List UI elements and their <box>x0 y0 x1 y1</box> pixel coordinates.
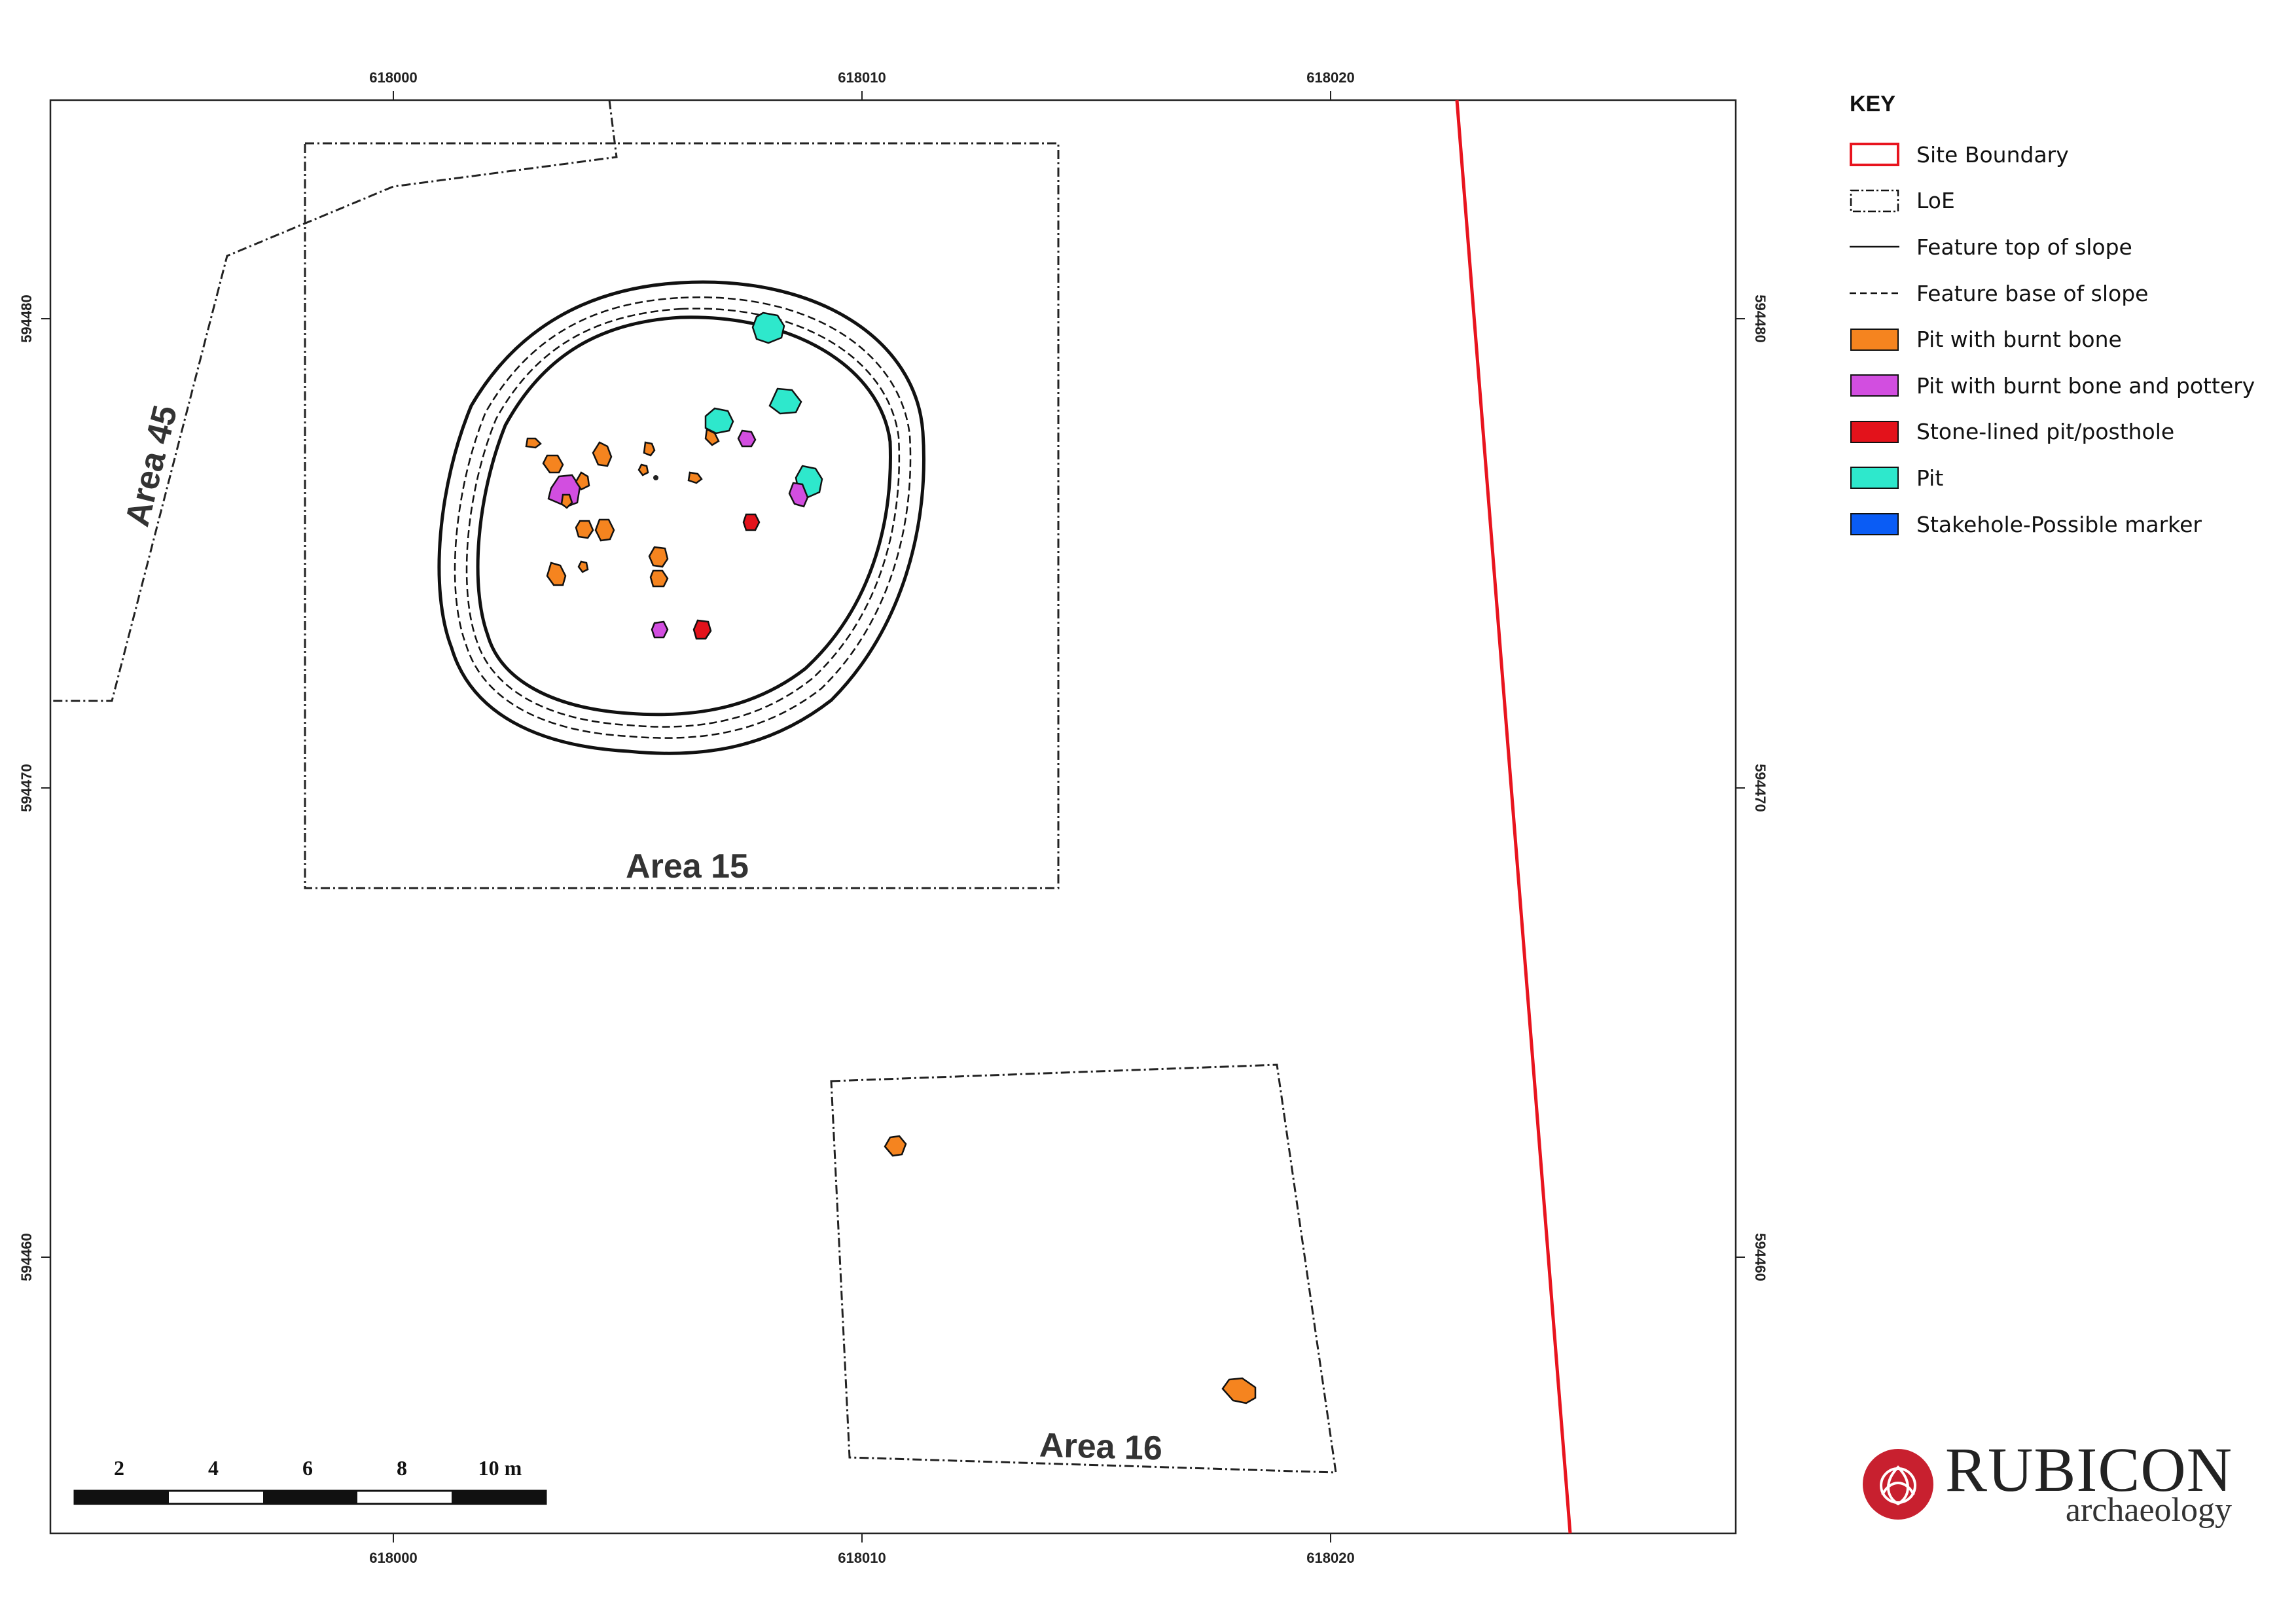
y-tick-left-2: 594470 <box>18 764 35 812</box>
pit-burnt-bone-pottery-feature <box>737 429 757 448</box>
stakehole-feature <box>653 475 658 480</box>
key-title: KEY <box>1850 92 1895 116</box>
rubicon-logo: RUBICON archaeology <box>1863 1438 2236 1543</box>
pit-burnt-bone-feature <box>643 441 656 457</box>
ring-outer-base-of-slope <box>454 296 912 739</box>
area-16-loe <box>830 1063 1337 1474</box>
y-tick-right-2: 594470 <box>1752 764 1768 812</box>
key-list: Site Boundary LoE Feature top of slope Feat… <box>1850 132 2269 547</box>
area-16-label: Area 16 <box>1039 1427 1162 1468</box>
pit-feature <box>768 387 802 415</box>
key-item: Stone-lined pit/posthole <box>1850 409 2269 455</box>
scale-label-4: 4 <box>208 1456 219 1480</box>
pit-burnt-bone-feature <box>648 546 669 568</box>
x-tick-top-2: 618010 <box>838 69 886 86</box>
key-item-label: Feature top of slope <box>1916 234 2132 260</box>
area-15-loe <box>304 142 1060 889</box>
pit-burnt-bone-feature <box>560 493 573 509</box>
key-swatch-site-boundary <box>1850 143 1899 167</box>
pit-burnt-bone-feature <box>575 520 594 539</box>
area-15-label: Area 15 <box>626 847 749 885</box>
key-item: Pit with burnt bone and pottery <box>1850 363 2269 409</box>
map-key: KEY Site Boundary LoE Feature top of slope… <box>1850 92 2269 547</box>
key-item: Feature top of slope <box>1850 224 2269 270</box>
scale-label-2: 2 <box>114 1456 124 1480</box>
grid-ticks <box>41 91 1745 1543</box>
ring-ditch-feature <box>437 280 925 755</box>
pit-burnt-bone-pottery-feature <box>788 482 809 508</box>
x-tick-bottom-3: 618020 <box>1306 1550 1354 1566</box>
key-item: Feature base of slope <box>1850 270 2269 317</box>
x-tick-bottom-2: 618010 <box>838 1550 886 1566</box>
stone-lined-pit-feature <box>742 513 761 531</box>
key-item: Pit with burnt bone <box>1850 316 2269 363</box>
pit-burnt-bone-feature <box>637 463 649 476</box>
map-frame <box>49 99 1737 1535</box>
pit-burnt-bone-feature <box>575 471 590 491</box>
key-item-label: Pit with burnt bone <box>1916 327 2122 353</box>
x-tick-top-1: 618000 <box>369 69 417 86</box>
key-swatch-solid-line <box>1850 235 1899 259</box>
key-item: Stakehole-Possible marker <box>1850 501 2269 548</box>
pit-burnt-bone-feature <box>525 437 542 449</box>
pit-feature <box>704 407 734 435</box>
scale-label-6: 6 <box>302 1456 313 1480</box>
y-tick-left-1: 594480 <box>18 294 35 342</box>
scale-label-10m: 10 m <box>478 1456 522 1480</box>
pit-burnt-bone-feature <box>546 562 567 586</box>
key-item: Site Boundary <box>1850 132 2269 178</box>
key-item-label: LoE <box>1916 188 1955 214</box>
ring-inner-base-of-slope <box>465 308 901 728</box>
y-tick-right-1: 594480 <box>1752 294 1768 342</box>
ring-inner-top-of-slope <box>476 315 892 717</box>
logo-subtitle: archaeology <box>2065 1491 2232 1529</box>
scale-bar: 2 4 6 8 10 m <box>73 1456 547 1505</box>
key-swatch-fill <box>1850 466 1899 490</box>
area-45-loe <box>50 99 618 702</box>
pit-burnt-bone-feature <box>1221 1377 1257 1404</box>
key-item-label: Stone-lined pit/posthole <box>1916 419 2175 445</box>
y-tick-left-3: 594460 <box>18 1233 35 1281</box>
key-swatch-dashed-line <box>1850 281 1899 305</box>
key-swatch-loe <box>1850 189 1899 213</box>
key-item-label: Feature base of slope <box>1916 280 2149 306</box>
key-item-label: Site Boundary <box>1916 141 2069 168</box>
features <box>525 312 1257 1404</box>
key-item-label: Pit <box>1916 465 1944 491</box>
pit-burnt-bone-feature <box>649 569 669 588</box>
x-tick-bottom-1: 618000 <box>369 1550 417 1566</box>
y-tick-right-3: 594460 <box>1752 1233 1768 1281</box>
stone-lined-pit-feature <box>692 619 712 640</box>
site-boundary-line <box>1455 99 1572 1534</box>
x-tick-top-3: 618020 <box>1306 69 1354 86</box>
key-swatch-fill <box>1850 512 1899 536</box>
logo-name: RUBICON <box>1945 1435 2233 1505</box>
pit-burnt-bone-feature <box>592 441 613 467</box>
key-swatch-fill <box>1850 328 1899 351</box>
ring-outer-top-of-slope <box>437 280 925 755</box>
pit-burnt-bone-feature <box>594 518 615 542</box>
pit-burnt-bone-feature <box>884 1135 907 1157</box>
key-swatch-fill <box>1850 374 1899 397</box>
scale-label-8: 8 <box>397 1456 407 1480</box>
pit-burnt-bone-feature <box>704 428 720 446</box>
celtic-knot-icon <box>1863 1449 1933 1520</box>
pit-feature <box>751 312 785 344</box>
pit-burnt-bone-pottery-feature <box>651 620 669 639</box>
key-item-label: Pit with burnt bone and pottery <box>1916 372 2255 399</box>
pit-burnt-bone-pottery-feature <box>547 474 581 508</box>
pit-burnt-bone-feature <box>687 471 703 484</box>
key-item: Pit <box>1850 455 2269 501</box>
pit-burnt-bone-feature <box>577 560 589 573</box>
pit-burnt-bone-feature <box>542 454 564 474</box>
key-item: LoE <box>1850 178 2269 224</box>
key-swatch-fill <box>1850 420 1899 444</box>
key-item-label: Stakehole-Possible marker <box>1916 511 2202 537</box>
